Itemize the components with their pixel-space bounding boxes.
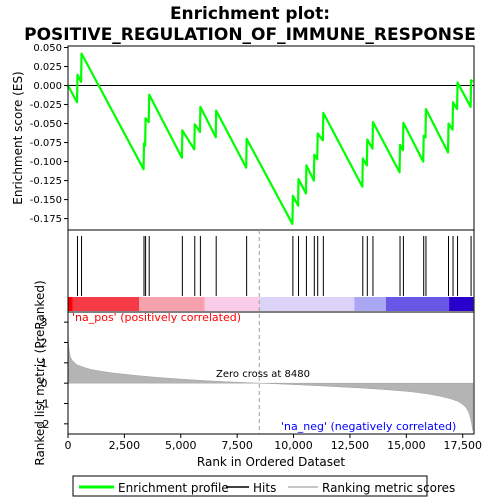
negative-correlation-label: 'na_neg' (negatively correlated) bbox=[281, 420, 456, 433]
metric-y-tick-label: 0 bbox=[41, 377, 48, 390]
x-tick-label: 0 bbox=[65, 439, 72, 452]
metric-y-axis-label: Ranked list metric (PreRanked) bbox=[33, 280, 47, 465]
metric-panel-frame bbox=[67, 311, 475, 435]
colorbar-segment bbox=[449, 297, 474, 311]
es-y-tick-label: -0.050 bbox=[30, 119, 62, 130]
zero-cross-label: Zero cross at 8480 bbox=[216, 369, 310, 380]
es-y-tick-label: -0.100 bbox=[30, 157, 62, 168]
metric-y-tick-label: 1 bbox=[41, 357, 48, 370]
es-y-axis-label: Enrichment score (ES) bbox=[11, 71, 25, 204]
colorbar-segment bbox=[386, 297, 450, 311]
colorbar-segment bbox=[354, 297, 387, 311]
metric-y-tick-label: -1 bbox=[39, 398, 50, 411]
colorbar-segment bbox=[72, 297, 140, 311]
x-tick-label: 2,500 bbox=[109, 439, 141, 452]
es-panel-background bbox=[68, 46, 474, 230]
chart-title-line-1: Enrichment plot: bbox=[170, 4, 330, 24]
x-axis-label: Rank in Ordered Dataset bbox=[197, 455, 345, 469]
metric-area bbox=[67, 330, 474, 431]
legend-metric-label: Ranking metric scores bbox=[322, 481, 455, 495]
es-y-tick-label: -0.150 bbox=[30, 195, 62, 206]
es-y-tick-label: 0.025 bbox=[33, 62, 62, 73]
positive-correlation-label: 'na_pos' (positively correlated) bbox=[72, 311, 241, 324]
es-y-tick-label: -0.125 bbox=[30, 176, 62, 187]
colorbar-segment bbox=[259, 297, 355, 311]
es-y-tick-label: 0.000 bbox=[33, 81, 62, 92]
es-y-tick-label: -0.175 bbox=[30, 214, 62, 225]
x-tick-label: 17,500 bbox=[443, 439, 482, 452]
es-y-tick-label: -0.025 bbox=[30, 100, 62, 111]
x-tick-label: 12,500 bbox=[331, 439, 370, 452]
es-y-tick-label: -0.075 bbox=[30, 138, 62, 149]
colorbar-segment bbox=[139, 297, 205, 311]
metric-y-tick-label: 3 bbox=[41, 316, 48, 329]
legend-hits-label: Hits bbox=[253, 481, 276, 495]
x-tick-label: 7,500 bbox=[221, 439, 253, 452]
chart-title-line-2: POSITIVE_REGULATION_OF_IMMUNE_RESPONSE bbox=[24, 25, 476, 45]
legend-box bbox=[72, 475, 428, 497]
x-tick-label: 5,000 bbox=[165, 439, 197, 452]
es-profile-line bbox=[67, 52, 474, 226]
metric-y-tick-label: 2 bbox=[41, 337, 48, 350]
metric-y-tick-label: -2 bbox=[39, 418, 50, 431]
legend-profile-label: Enrichment profile bbox=[118, 481, 229, 495]
x-tick-label: 15,000 bbox=[387, 439, 426, 452]
es-y-tick-label: 0.050 bbox=[33, 43, 62, 54]
x-tick-label: 10,000 bbox=[274, 439, 313, 452]
colorbar-segment bbox=[204, 297, 261, 311]
colorbar-segment bbox=[68, 297, 74, 311]
